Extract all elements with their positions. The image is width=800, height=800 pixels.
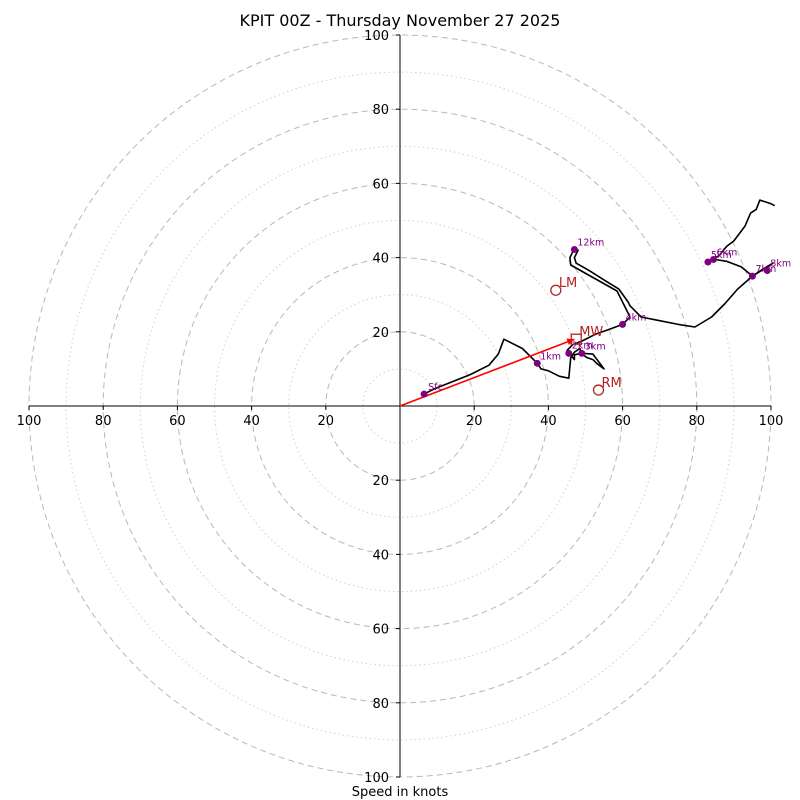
height-marker-3km (578, 349, 586, 357)
shear-vector-arrowhead (566, 338, 575, 346)
height-markers-layer: Sfc1km2km3km4km5km6km7km8km12km (420, 237, 791, 398)
tick-labels: 100 80 60 40 20 20 40 60 80 100 100 80 60 40 20 20 40 60 8… (17, 29, 784, 786)
height-label-1km: 1km (540, 351, 561, 362)
y-tick-label: 40 (372, 252, 389, 267)
x-tick-label: 40 (540, 414, 557, 429)
storm-motion-mw-marker (570, 333, 582, 345)
y-tick-label: 100 (364, 771, 389, 786)
y-tick-label: 80 (372, 697, 389, 712)
x-tick-label: 80 (95, 414, 112, 429)
x-tick-label: 80 (689, 414, 706, 429)
hodograph-trace (423, 199, 776, 395)
x-tick-label: 60 (169, 414, 186, 429)
height-label-2km: 2km (572, 340, 593, 351)
y-tick-label: 60 (372, 177, 389, 192)
shear-vector-layer (399, 338, 575, 407)
y-tick-label: 20 (372, 326, 389, 341)
x-axis-label: Speed in knots (352, 785, 449, 800)
height-label-5km: 5km (711, 250, 732, 261)
storm-motion-rm-label: RM (601, 376, 621, 391)
height-label-6km: 6km (716, 247, 737, 258)
x-tick-label: 100 (759, 414, 784, 429)
y-tick-label: 40 (372, 548, 389, 563)
height-marker-2km (565, 349, 573, 357)
x-tick-label: 60 (614, 414, 631, 429)
height-label-12km: 12km (577, 237, 604, 248)
storm-motion-mw-label: MW (579, 325, 603, 340)
height-marker-4km (619, 320, 627, 328)
storm-motion-lm-marker (550, 284, 562, 296)
hodograph-trace-layer (423, 199, 776, 395)
height-marker-7km (748, 272, 756, 280)
height-marker-sfc (420, 390, 428, 398)
shear-vector (399, 338, 575, 407)
height-label-8km: 8km (770, 259, 791, 270)
height-label-3km: 3km (585, 341, 606, 352)
y-tick-label: 60 (372, 623, 389, 638)
storm-motion-lm-label: LM (559, 276, 577, 291)
chart-title: KPIT 00Z - Thursday November 27 2025 (240, 11, 561, 30)
height-marker-6km (709, 255, 717, 263)
x-tick-label: 40 (243, 414, 260, 429)
x-tick-label: 20 (466, 414, 483, 429)
height-marker-8km (763, 267, 771, 275)
height-marker-5km (704, 258, 712, 266)
height-marker-1km (533, 359, 541, 367)
height-marker-12km (570, 245, 578, 253)
storm-motion-layer: LM MW RM (550, 276, 622, 396)
x-tick-label: 100 (17, 414, 42, 429)
x-tick-label: 20 (318, 414, 335, 429)
y-tick-label: 20 (372, 474, 389, 489)
storm-motion-rm-marker (592, 384, 605, 396)
y-tick-label: 100 (364, 29, 389, 44)
height-label-sfc: Sfc (428, 382, 443, 393)
height-label-4km: 4km (626, 312, 647, 323)
y-tick-label: 80 (372, 103, 389, 118)
